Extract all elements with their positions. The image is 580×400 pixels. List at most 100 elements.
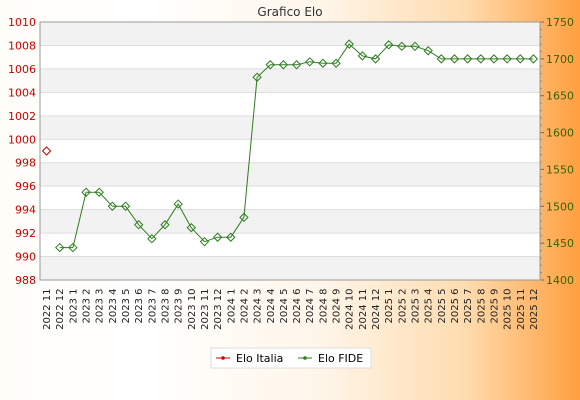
x-tick-label: 2024 10: [345, 289, 356, 330]
left-tick-label: 988: [15, 274, 36, 287]
series-elo-fide: [55, 39, 539, 253]
series-elo-italia: [41, 146, 52, 156]
right-tick-label: 1400: [546, 274, 574, 287]
x-tick-label: 2023 5: [121, 289, 132, 324]
data-point: [462, 54, 473, 64]
right-tick-label: 1600: [546, 127, 574, 140]
left-tick-label: 990: [15, 251, 36, 264]
x-tick-label: 2023 2: [82, 289, 93, 324]
x-tick-label: 2025 6: [450, 289, 461, 324]
data-point: [173, 199, 183, 209]
x-tick-label: 2024 8: [318, 289, 329, 324]
legend-marker-fide: [303, 356, 307, 360]
legend-marker-italia: [221, 356, 225, 360]
left-tick-label: 1002: [8, 110, 36, 123]
right-tick-label: 1650: [546, 90, 574, 103]
right-tick-label: 1500: [546, 200, 574, 213]
x-tick-label: 2023 10: [187, 289, 198, 330]
grid-band: [40, 92, 540, 116]
data-point: [212, 232, 223, 242]
data-point: [55, 242, 65, 253]
data-point: [410, 41, 420, 52]
x-tick-label: 2025 1: [384, 289, 395, 324]
x-tick-label: 2023 9: [174, 289, 185, 324]
data-point: [226, 232, 236, 242]
chart-title: Grafico Elo: [257, 5, 322, 19]
data-point: [239, 212, 249, 223]
data-point: [265, 60, 275, 70]
data-point: [449, 54, 460, 64]
x-tick-label: 2023 7: [147, 289, 158, 324]
grid-band: [40, 186, 540, 210]
data-point: [160, 220, 170, 230]
x-tick-label: 2024 6: [292, 289, 303, 324]
right-tick-label: 1550: [546, 163, 574, 176]
x-tick-label: 2025 4: [424, 289, 435, 324]
x-tick-label: 2025 7: [463, 289, 474, 324]
data-point: [107, 201, 118, 211]
data-point: [68, 242, 78, 253]
data-point: [278, 60, 289, 70]
data-point: [357, 51, 368, 61]
data-point: [41, 146, 52, 156]
data-point: [120, 201, 131, 211]
data-point: [397, 41, 407, 52]
data-point: [133, 220, 144, 230]
x-tick-label: 2022 11: [42, 289, 53, 330]
left-tick-label: 994: [15, 204, 36, 217]
left-tick-label: 1006: [8, 63, 36, 76]
data-point: [423, 46, 433, 56]
x-tick-label: 2023 1: [68, 289, 79, 324]
data-point: [199, 236, 210, 247]
right-tick-label: 1450: [546, 237, 574, 250]
grid-band: [40, 233, 540, 257]
left-axis: 988 990 992 994 996 998 1000 1002 1004 1006 1008 10…: [8, 16, 41, 287]
data-point: [291, 60, 302, 70]
series-line: [59, 43, 534, 249]
x-tick-label: 2023 12: [213, 289, 224, 330]
x-tick-label: 2024 1: [226, 289, 237, 324]
x-tick-label: 2025 5: [437, 289, 448, 324]
x-tick-label: 2024 3: [253, 289, 264, 324]
data-point: [147, 234, 157, 244]
x-tick-label: 2024 2: [239, 289, 250, 324]
data-point: [186, 222, 197, 233]
x-tick-label: 2024 9: [332, 289, 343, 324]
data-point: [305, 57, 315, 67]
grid-band: [40, 162, 540, 187]
left-tick-label: 996: [15, 180, 36, 193]
left-tick-label: 1008: [8, 39, 36, 52]
data-point: [252, 72, 262, 82]
x-tick-label: 2024 12: [371, 289, 382, 330]
data-point: [489, 54, 499, 64]
legend-label-fide: Elo FIDE: [318, 352, 363, 365]
data-point: [370, 54, 381, 64]
right-tick-label: 1700: [546, 53, 574, 66]
x-tick-label: 2025 9: [489, 289, 500, 324]
data-point: [331, 58, 341, 68]
x-tick-label: 2023 4: [108, 289, 119, 324]
x-tick-label: 2025 10: [503, 288, 514, 329]
x-tick-label: 2024 11: [358, 289, 369, 330]
grid-band: [40, 256, 540, 280]
left-tick-label: 1004: [8, 86, 36, 99]
data-point: [81, 187, 91, 197]
data-point: [436, 54, 447, 64]
x-tick-label: 2022 12: [55, 289, 66, 330]
legend: Elo Italia Elo FIDE: [210, 347, 372, 369]
x-tick-label: 2025 11: [516, 289, 527, 330]
x-tick-label: 2023 3: [95, 289, 106, 324]
x-tick-label: 2025 12: [529, 289, 540, 330]
left-tick-label: 992: [15, 227, 36, 240]
data-point: [344, 39, 354, 49]
grid-band: [40, 22, 540, 46]
grid-band: [40, 139, 540, 163]
x-tick-label: 2024 4: [266, 289, 277, 324]
grid-band: [40, 115, 540, 140]
data-point: [528, 54, 539, 64]
x-tick-label: 2024 5: [279, 289, 290, 324]
x-axis: 2022 11 2022 12 2023 1 2023 2 2023 3 2023 4 20…: [42, 288, 540, 329]
x-tick-label: 2023 8: [161, 289, 172, 324]
